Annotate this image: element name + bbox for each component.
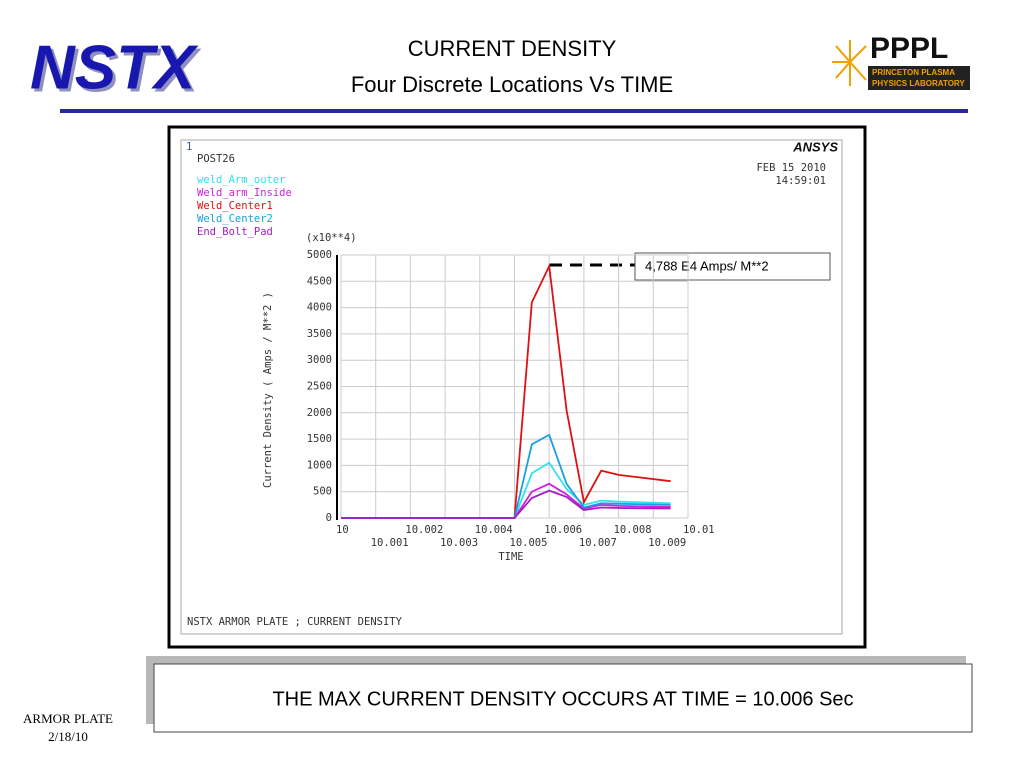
legend-entry: Weld_Center2 [197,213,273,225]
y-tick-label: 3000 [307,354,332,366]
x-tick-label: 10.005 [510,537,548,549]
x-axis-label: TIME [498,551,523,563]
chart-title: NSTX ARMOR PLATE ; CURRENT DENSITY [187,616,403,628]
annotation: 4,788 E4 Amps/ M**2 [645,258,769,273]
y-tick-label: 4500 [307,275,332,287]
y-tick-label: 1500 [307,433,332,445]
y-tick-label: 2500 [307,381,332,393]
annotation-box [634,252,831,281]
footer-title: ARMOR PLATE [23,711,113,726]
y-tick-label: 4000 [307,302,332,314]
y-tick-label: 1000 [307,459,332,471]
legend-entry: Weld_Center1 [197,200,273,212]
window-number: 1 [186,141,192,153]
slide-subtitle: Four Discrete Locations Vs TIME [351,72,673,97]
x-tick-label: 10.004 [475,524,513,536]
sunburst [832,40,867,86]
nstx-logo: NSTX [30,33,199,102]
pppl-text: PPPL [870,32,948,65]
x-tick-label: 10.008 [614,524,652,536]
x-tick-label: 10.003 [440,537,478,549]
series-line [341,489,671,519]
footer-date: 2/18/10 [48,729,88,744]
legend-entry: End_Bolt_Pad [197,226,273,238]
program-name: POST26 [197,153,235,165]
y-tick-label: 500 [313,486,332,498]
x-tick-label: 10 [336,524,349,536]
y-tick-label: 5000 [307,249,332,261]
conclusion-box [153,663,973,733]
y-tick-label: 2000 [307,407,332,419]
x-tick-label: 10.007 [579,537,617,549]
x-tick-label: 10.006 [544,524,582,536]
legend-entry: weld_Arm_outer [197,174,286,186]
y-tick-label: 0 [326,512,332,524]
pppl-line2: PHYSICS LABORATORY [872,79,965,88]
pppl-logo: PPPL PRINCETON PLASMA PHYSICS LABORATORY [832,32,970,90]
x-tick-label: 10.001 [371,537,409,549]
pppl-line1: PRINCETON PLASMA [872,68,955,77]
slide-title: CURRENT DENSITY [408,36,617,61]
legend-entry: Weld_arm_Inside [197,187,292,199]
y-tick-label: 3500 [307,328,332,340]
conclusion: THE MAX CURRENT DENSITY OCCURS AT TIME =… [272,688,853,710]
pppl-band [868,66,970,90]
nstx-logo-shadow: NSTX [33,36,202,105]
x-tick-label: 10.009 [648,537,686,549]
x-tick-label: 10.002 [405,524,443,536]
ansys-logo: ANSYS [792,139,838,154]
title-rule [60,109,968,113]
y-multiplier: (x10**4) [306,232,357,244]
x-tick-label: 10.01 [683,524,715,536]
date: FEB 15 2010 [756,162,826,174]
time: 14:59:01 [775,175,826,187]
y-axis-label: Current Density ( Amps / M**2 ) [262,292,274,488]
